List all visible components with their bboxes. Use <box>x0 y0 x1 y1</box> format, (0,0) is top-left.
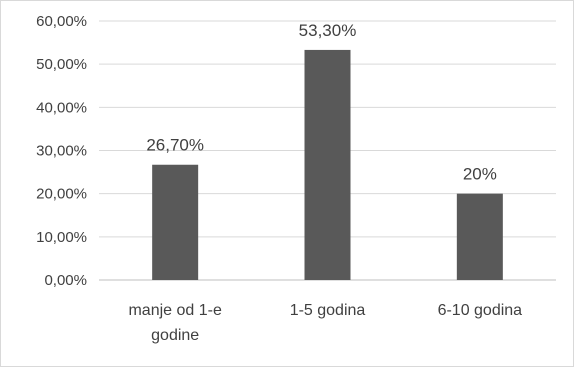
y-tick-label: 40,00% <box>36 99 87 116</box>
x-axis-categories: manje od 1-e godine 1-5 godina 6-10 godina <box>128 302 522 344</box>
data-label: 26,70% <box>146 136 204 155</box>
y-tick-label: 10,00% <box>36 229 87 246</box>
bar <box>304 49 351 281</box>
bars <box>152 49 503 281</box>
data-label: 20% <box>463 165 497 184</box>
y-tick-label: 20,00% <box>36 186 87 203</box>
category-label: manje od 1-e godine <box>128 302 221 344</box>
category-label: 1-5 godina <box>290 302 366 319</box>
y-tick-label: 30,00% <box>36 143 87 160</box>
y-tick-label: 50,00% <box>36 56 87 73</box>
y-axis-ticks: 0,00% 10,00% 20,00% 30,00% 40,00% 50,00% 60,00… <box>36 13 87 289</box>
bar <box>152 164 199 280</box>
data-label: 53,30% <box>299 21 357 40</box>
y-tick-label: 60,00% <box>36 13 87 30</box>
category-label: 6-10 godina <box>438 302 523 319</box>
y-tick-label: 0,00% <box>44 272 87 289</box>
bar <box>456 193 503 280</box>
data-labels: 26,70% 53,30% 20% <box>146 21 497 184</box>
